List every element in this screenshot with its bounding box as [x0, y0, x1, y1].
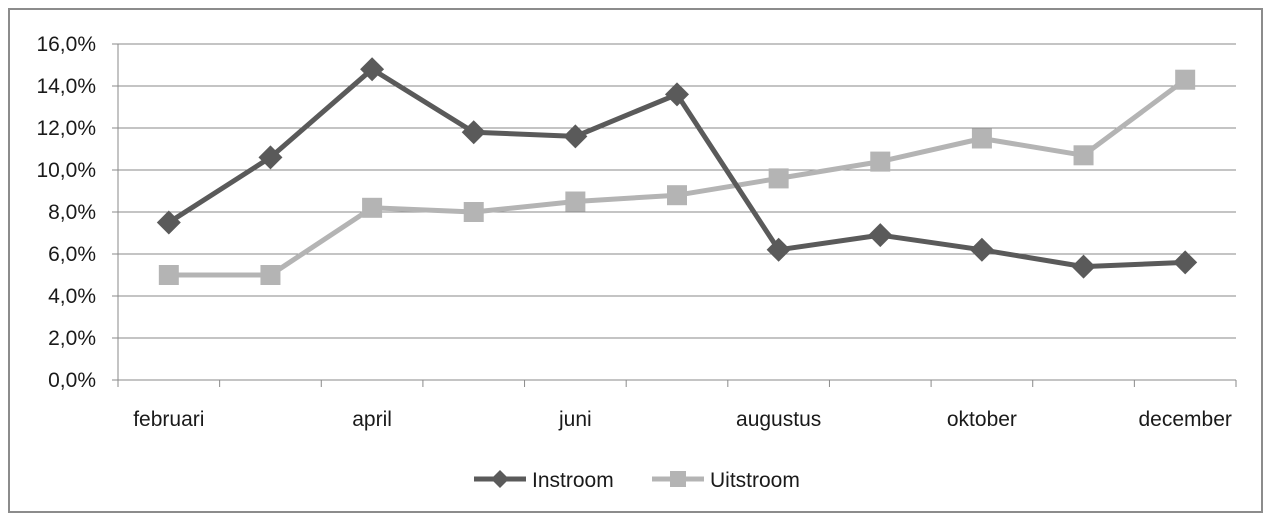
- x-tick-label: december: [1138, 408, 1231, 431]
- x-tick-label: februari: [133, 408, 204, 431]
- data-point-uitstroom: [565, 191, 586, 212]
- series-markers: [156, 57, 1198, 285]
- legend: Instroom Uitstroom: [474, 469, 800, 492]
- data-point-uitstroom: [158, 265, 179, 285]
- y-tick-label: 6,0%: [48, 243, 96, 266]
- legend-marker-uitstroom: [670, 471, 686, 487]
- y-tick-label: 12,0%: [36, 117, 96, 140]
- y-tick-labels: 0,0% 2,0% 4,0% 6,0% 8,0% 10,0% 12,0% 14,0% 16,0%: [36, 33, 96, 392]
- legend-label-instroom: Instroom: [532, 469, 614, 492]
- data-point-instroom: [1173, 250, 1198, 275]
- data-point-instroom: [360, 57, 385, 82]
- data-point-uitstroom: [667, 185, 687, 206]
- data-point-uitstroom: [971, 128, 992, 149]
- y-tick-label: 14,0%: [36, 75, 96, 98]
- y-tick-label: 4,0%: [48, 285, 96, 308]
- legend-label-uitstroom: Uitstroom: [710, 469, 800, 492]
- data-point-instroom: [156, 210, 181, 235]
- data-point-instroom: [1071, 254, 1096, 279]
- data-point-uitstroom: [768, 168, 789, 189]
- x-tick-label: oktober: [947, 408, 1017, 431]
- y-tick-label: 16,0%: [36, 33, 96, 56]
- data-point-uitstroom: [870, 151, 891, 172]
- x-tick-labels: februari april juni augustus oktober december: [133, 408, 1232, 431]
- data-point-instroom: [969, 237, 994, 262]
- x-tick-label: april: [352, 408, 392, 431]
- x-tick-label: augustus: [736, 408, 821, 431]
- data-point-instroom: [461, 120, 486, 145]
- data-point-instroom: [665, 82, 689, 107]
- x-tick-label: juni: [558, 408, 592, 431]
- data-point-uitstroom: [1073, 145, 1094, 166]
- data-point-uitstroom: [362, 197, 383, 218]
- y-tick-label: 2,0%: [48, 327, 96, 350]
- data-point-instroom: [258, 145, 283, 170]
- y-tick-label: 10,0%: [36, 159, 96, 182]
- data-point-uitstroom: [260, 265, 281, 285]
- gridlines: [118, 43, 1236, 339]
- series-line-uitstroom: [168, 77, 1187, 278]
- data-point-uitstroom: [463, 202, 484, 222]
- data-point-uitstroom: [1175, 69, 1196, 90]
- axes: [112, 43, 1237, 387]
- data-point-instroom: [868, 223, 893, 248]
- data-point-instroom: [563, 124, 588, 149]
- y-tick-label: 8,0%: [48, 201, 96, 224]
- y-tick-label: 0,0%: [48, 369, 96, 392]
- legend-marker-instroom: [491, 470, 509, 488]
- data-point-instroom: [766, 237, 791, 262]
